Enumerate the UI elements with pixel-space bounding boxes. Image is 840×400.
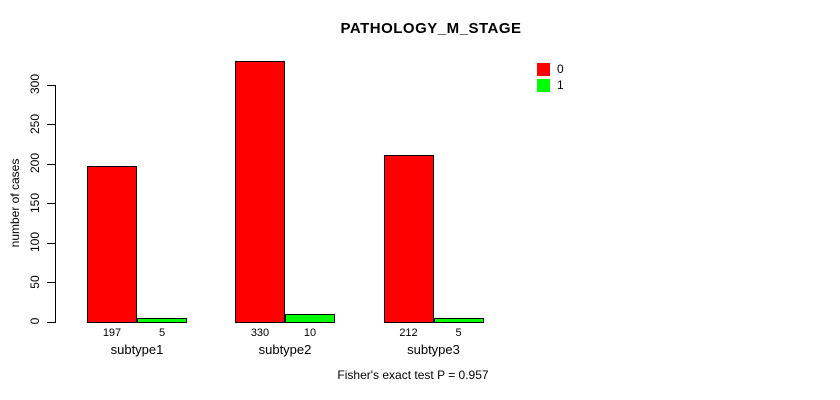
y-tick-mark <box>47 203 55 204</box>
bar-value-label: 197 <box>102 327 122 339</box>
bar-value-label: 330 <box>250 327 270 339</box>
y-tick-mark <box>47 163 55 165</box>
legend-swatch-icon <box>537 63 550 76</box>
y-tick-label: 100 <box>28 231 42 253</box>
bar-subtype1-series-0 <box>87 166 137 323</box>
bar-value-label: 212 <box>399 327 418 339</box>
legend-entry-0: 0 <box>537 63 564 76</box>
y-tick-mark <box>47 84 55 86</box>
bar-subtype3-series-1 <box>433 318 484 323</box>
y-tick-mark <box>47 282 55 283</box>
y-axis-line <box>55 85 56 323</box>
y-tick-label: 150 <box>28 192 42 213</box>
bar-value-label: 5 <box>158 327 166 339</box>
y-tick-mark <box>47 242 55 244</box>
bar-subtype2-series-0 <box>235 61 285 323</box>
y-tick-label: 300 <box>28 73 42 95</box>
legend-entry-1: 1 <box>537 79 564 92</box>
legend-label: 1 <box>557 78 564 92</box>
legend-swatch-icon <box>537 79 550 92</box>
bar-value-label: 10 <box>303 327 317 339</box>
category-label-subtype3: subtype3 <box>407 342 460 357</box>
y-tick-mark <box>47 124 55 125</box>
bar-value-label: 5 <box>455 327 462 339</box>
category-label-subtype2: subtype2 <box>258 342 312 357</box>
bar-subtype2-series-1 <box>285 314 335 323</box>
y-tick-label: 250 <box>28 113 42 134</box>
y-tick-label: 0 <box>28 317 42 325</box>
bar-subtype3-series-0 <box>383 155 434 323</box>
y-tick-label: 200 <box>28 152 42 174</box>
chart-title: PATHOLOGY_M_STAGE <box>340 20 522 37</box>
category-label-subtype1: subtype1 <box>110 342 164 357</box>
y-tick-label: 50 <box>28 274 42 289</box>
bar-subtype1-series-1 <box>137 318 187 323</box>
fisher-test-annotation: Fisher's exact test P = 0.957 <box>337 368 489 382</box>
y-tick-mark <box>47 321 55 323</box>
legend-label: 0 <box>557 62 564 76</box>
y-axis-label: number of cases <box>8 158 22 248</box>
